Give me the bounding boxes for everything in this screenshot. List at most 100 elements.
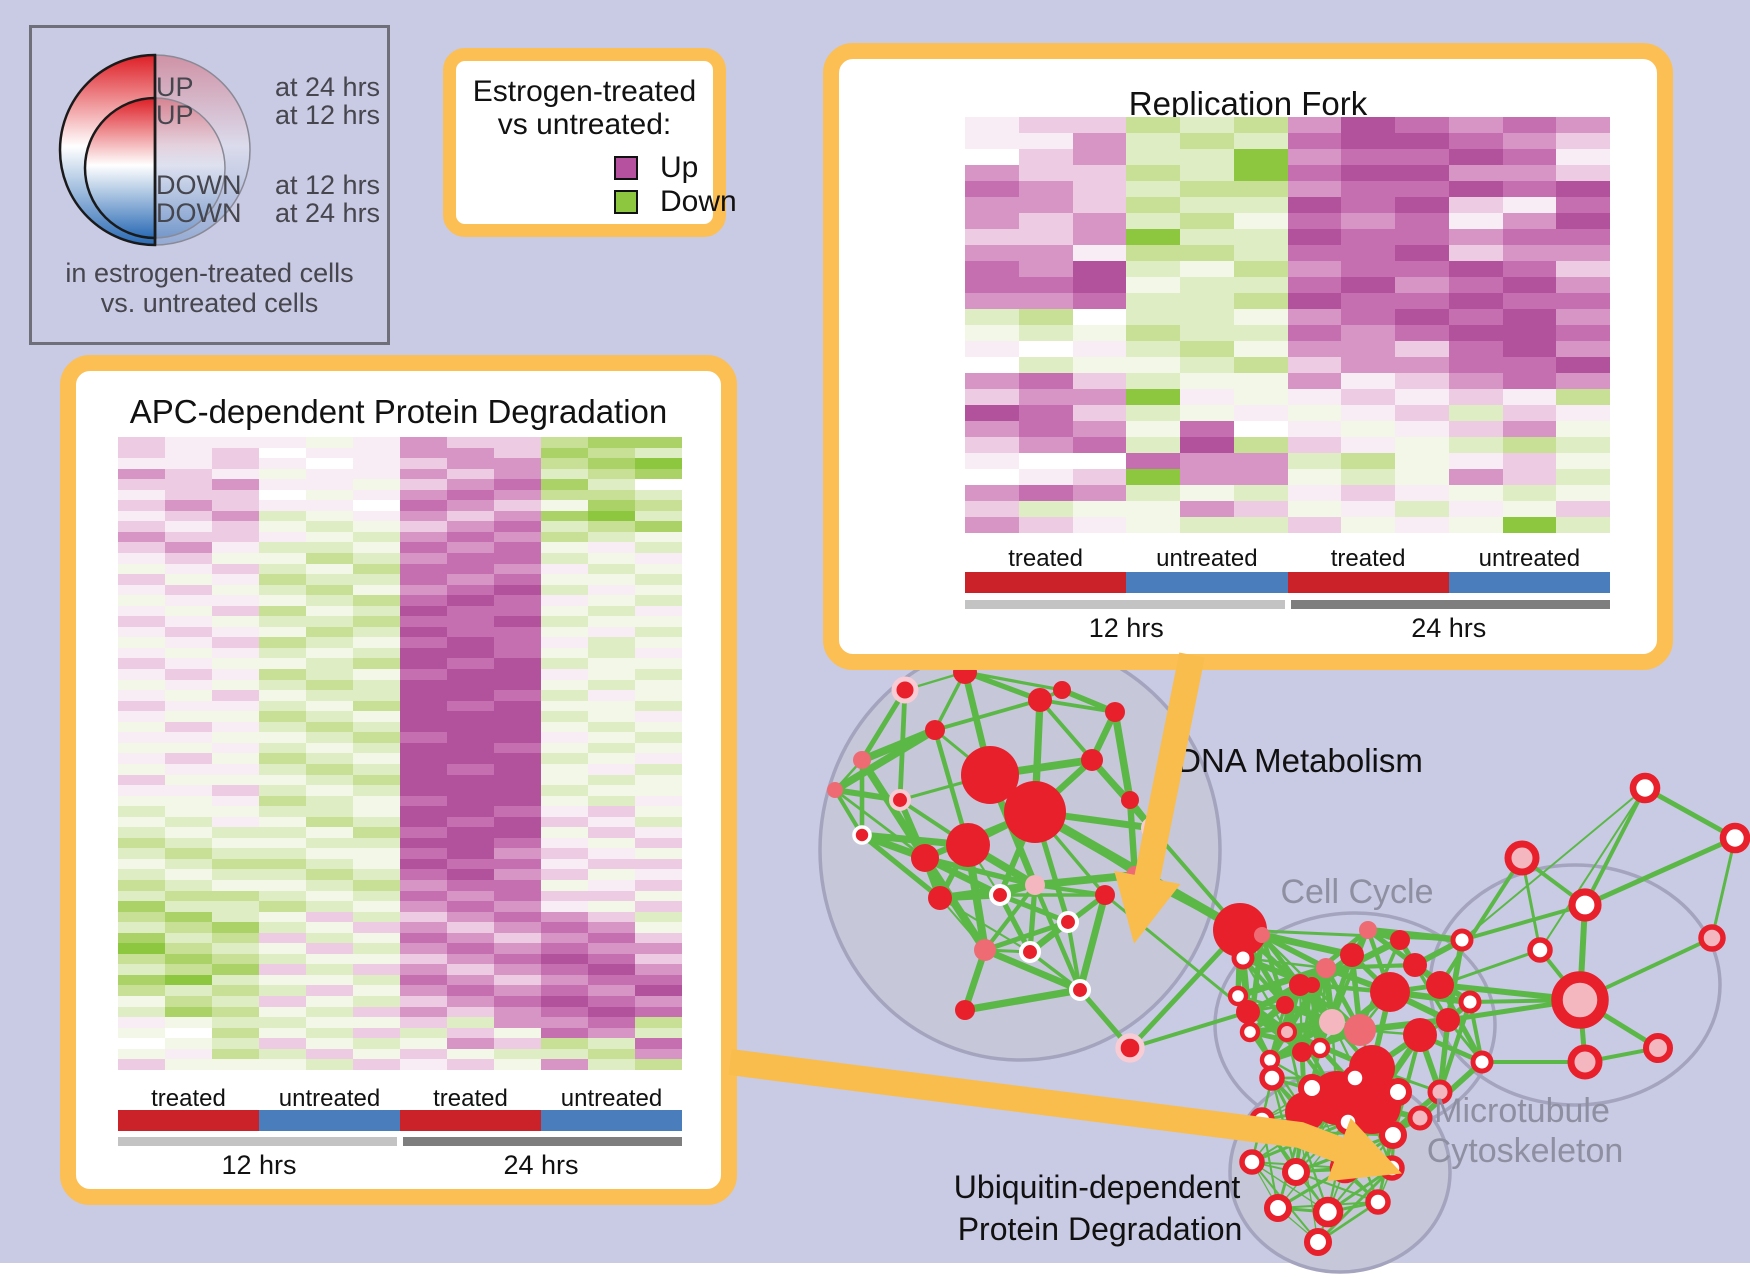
heatmap-row — [965, 389, 1610, 405]
heatmap-cell — [447, 795, 494, 807]
heatmap-cell — [588, 584, 635, 596]
heatmap-cell — [1126, 229, 1180, 245]
network-edge — [983, 946, 1082, 994]
heatmap-cell — [259, 1017, 306, 1028]
gray-bar-24hrs — [403, 1137, 682, 1146]
heatmap-cell — [635, 1048, 682, 1060]
heatmap-cell — [118, 1048, 165, 1060]
heatmap-row — [118, 879, 682, 891]
heatmap-cell — [259, 785, 306, 796]
heatmap-row — [965, 341, 1610, 357]
heatmap-cell — [118, 721, 165, 733]
heatmap-cell — [118, 827, 165, 838]
heatmap-cell — [353, 732, 400, 743]
heatmap-cell — [541, 763, 588, 775]
heatmap-cell — [1502, 357, 1557, 373]
heatmap-cell — [1126, 485, 1180, 501]
heatmap-cell — [1072, 373, 1127, 389]
heatmap-cell — [118, 953, 165, 965]
replication-fork-title: Replication Fork — [1128, 85, 1368, 122]
heatmap-cell — [1448, 517, 1503, 533]
heatmap-cell — [353, 742, 400, 754]
heatmap-cell — [447, 943, 494, 954]
heatmap-cell — [1502, 213, 1557, 229]
heatmap-cell — [1233, 213, 1288, 229]
heatmap-cell — [588, 943, 635, 954]
heatmap-cell — [494, 531, 541, 543]
ring-footer-line1: in estrogen-treated cells — [65, 258, 354, 288]
heatmap-cell — [353, 637, 400, 648]
heatmap-cell — [588, 879, 635, 891]
heatmap-cell — [400, 911, 447, 923]
heatmap-cell — [165, 669, 212, 680]
heatmap-cell — [1341, 341, 1395, 357]
heatmap-cell — [588, 563, 635, 575]
heatmap-cell — [1180, 453, 1234, 469]
heatmap-cell — [1341, 325, 1395, 341]
heatmap-cell — [306, 647, 353, 659]
heatmap-cell — [306, 732, 353, 743]
heatmap-cell — [635, 542, 682, 554]
heatmap-cell — [494, 437, 541, 448]
heatmap-cell — [588, 816, 635, 828]
heatmap-cell — [1448, 453, 1503, 469]
heatmap-cell — [259, 911, 306, 923]
heatmap-cell — [635, 785, 682, 796]
network-node — [827, 782, 843, 798]
heatmap-cell — [1180, 373, 1234, 389]
heatmap-row — [118, 806, 682, 817]
apc-panel-title: APC-dependent Protein Degradation — [129, 393, 668, 430]
heatmap-cell — [259, 964, 306, 975]
network-node — [1304, 977, 1320, 993]
heatmap-cell — [400, 616, 447, 627]
network-node — [1379, 1155, 1405, 1181]
heatmap-cell — [400, 711, 447, 722]
network-edge — [1065, 921, 1083, 991]
heatmap-cell — [1556, 197, 1610, 213]
heatmap-cell — [1448, 117, 1503, 133]
heatmap-row — [118, 922, 682, 933]
heatmap-cell — [165, 690, 212, 701]
heatmap-cell — [118, 574, 165, 585]
heatmap-row — [118, 974, 682, 986]
heatmap-cell — [1233, 165, 1288, 181]
heatmap-cell — [965, 181, 1019, 197]
heatmap-cell — [588, 974, 635, 986]
heatmap-cell — [494, 563, 541, 575]
heatmap-cell — [541, 700, 588, 712]
heatmap-cell — [541, 774, 588, 786]
heatmap-cell — [259, 616, 306, 627]
heatmap-cell — [165, 869, 212, 880]
heatmap-cell — [212, 458, 259, 469]
heatmap-cell — [1502, 309, 1557, 325]
heatmap-cell — [306, 901, 353, 912]
heatmap-cell — [1448, 277, 1503, 293]
network-node — [1227, 985, 1249, 1007]
heatmap-cell — [212, 690, 259, 701]
heatmap-cell — [400, 816, 447, 828]
heatmap-cell — [1072, 389, 1127, 405]
heatmap-cell — [635, 753, 682, 764]
heatmap-cell — [259, 1059, 306, 1070]
heatmap-cell — [447, 690, 494, 701]
heatmap-cell — [588, 753, 635, 764]
heatmap-row — [118, 553, 682, 564]
heatmap-cell — [447, 489, 494, 501]
heatmap-cell — [635, 995, 682, 1007]
heatmap-cell — [165, 1006, 212, 1018]
heatmap-cell — [1233, 117, 1288, 133]
heatmap-cell — [1018, 485, 1073, 501]
heatmap-cell — [400, 700, 447, 712]
heatmap-cell — [212, 637, 259, 648]
heatmap-cell — [447, 742, 494, 754]
heatmap-cell — [447, 521, 494, 532]
heatmap-cell — [1233, 197, 1288, 213]
heatmap-cell — [306, 890, 353, 902]
network-node — [1081, 749, 1103, 771]
heatmap-cell — [447, 711, 494, 722]
heatmap-cell — [212, 953, 259, 965]
heatmap-cell — [494, 626, 541, 638]
heatmap-cell — [965, 485, 1019, 501]
heatmap-cell — [965, 149, 1019, 165]
heatmap-cell — [353, 563, 400, 575]
